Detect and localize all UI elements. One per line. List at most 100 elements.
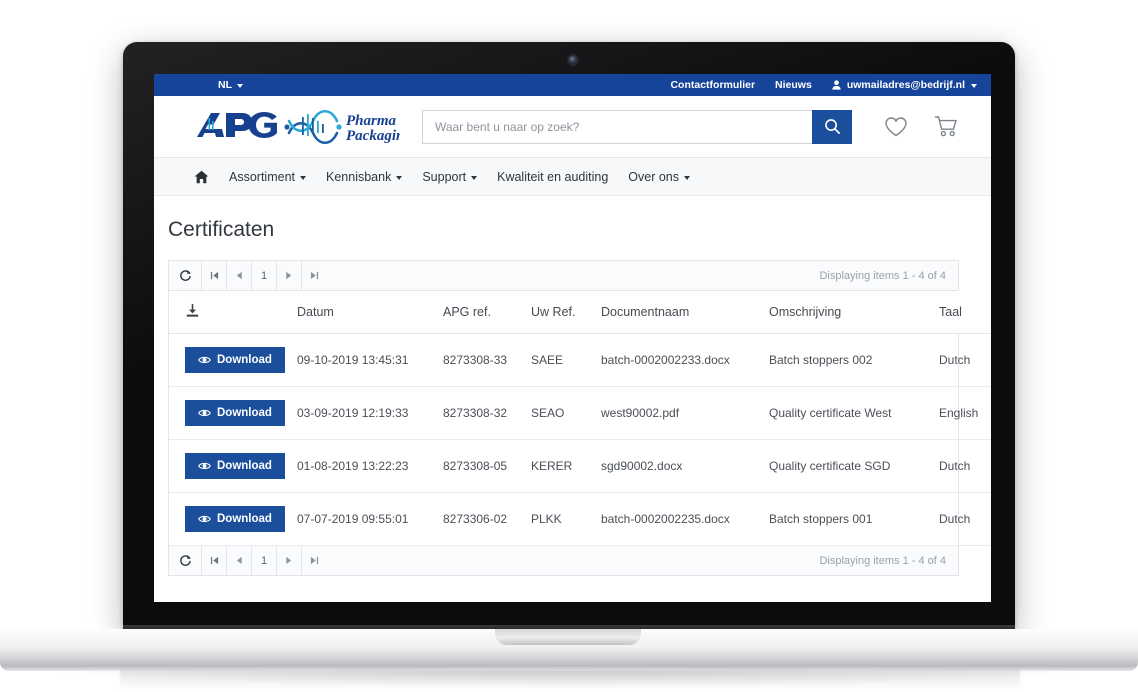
laptop-base-reflection: [120, 669, 1020, 691]
page-title: Certificaten: [168, 218, 275, 241]
nav-item-over-ons[interactable]: Over ons: [628, 169, 691, 184]
chevron-down-icon: [971, 84, 977, 88]
column-header-documentnaam[interactable]: Documentnaam: [595, 291, 763, 334]
refresh-icon: [179, 555, 191, 566]
cell-uw-ref: SAEE: [525, 333, 595, 387]
download-button[interactable]: Download: [185, 506, 285, 532]
cell-download: Download: [169, 333, 291, 387]
last-page-button[interactable]: [302, 546, 327, 576]
download-button-label: Download: [217, 407, 272, 419]
apg-logo[interactable]: Pharma Packaging: [194, 107, 400, 147]
eye-icon: [198, 461, 211, 471]
cell-datum: 03-09-2019 12:19:33: [291, 386, 437, 440]
cell-documentnaam: batch-0002002233.docx: [595, 333, 763, 387]
logo-text-pharma: Pharma: [346, 113, 397, 129]
column-header-omschrijving[interactable]: Omschrijving: [763, 291, 933, 334]
download-button[interactable]: Download: [185, 453, 285, 479]
column-header-apg-ref[interactable]: APG ref.: [437, 291, 525, 334]
search-icon: [824, 119, 840, 134]
nav-item-home[interactable]: [194, 170, 209, 184]
first-page-button[interactable]: [202, 260, 227, 291]
user-icon: [832, 80, 841, 90]
cell-download: Download: [169, 439, 291, 493]
cell-taal: Dutch: [933, 492, 991, 546]
column-header-uw-ref[interactable]: Uw Ref.: [525, 291, 595, 334]
nav-label-assortiment: Assortiment: [229, 169, 295, 184]
nav-label-kwaliteit-en-auditing: Kwaliteit en auditing: [497, 169, 609, 184]
main-navigation: Assortiment Kennisbank Support Kwaliteit…: [154, 158, 991, 196]
cell-taal: Dutch: [933, 333, 991, 387]
cell-documentnaam: batch-0002002235.docx: [595, 492, 763, 546]
search-group: Waar bent u naar op zoek?: [422, 109, 852, 144]
download-icon: [186, 303, 199, 317]
eye-icon: [198, 408, 211, 418]
download-button[interactable]: Download: [185, 347, 285, 373]
header-icon-group: [884, 115, 973, 138]
search-input[interactable]: Waar bent u naar op zoek?: [422, 109, 812, 144]
cell-download: Download: [169, 492, 291, 546]
last-page-icon: [310, 556, 319, 565]
first-page-button[interactable]: [202, 545, 227, 576]
last-page-button[interactable]: [302, 261, 327, 291]
last-page-icon: [310, 271, 319, 280]
cell-apg-ref: 8273306-02: [437, 492, 525, 546]
previous-page-icon: [236, 271, 242, 280]
eye-icon: [198, 514, 211, 524]
cell-documentnaam: sgd90002.docx: [595, 439, 763, 493]
column-header-download[interactable]: [169, 291, 291, 334]
pager-info-bottom: Displaying items 1 - 4 of 4: [819, 554, 946, 567]
table-row: Download 07-07-2019 09:55:01 8273306-02 …: [169, 492, 991, 546]
grid-pager-bottom: 1 Displaying items 1 - 4 of 4: [169, 545, 958, 576]
cell-documentnaam: west90002.pdf: [595, 386, 763, 440]
column-header-datum[interactable]: Datum: [291, 291, 437, 334]
previous-page-icon: [236, 556, 242, 565]
column-header-taal[interactable]: Taal: [933, 291, 991, 334]
dna-helix-mark: [284, 109, 342, 144]
table-body: Download 09-10-2019 13:45:31 8273308-33 …: [169, 333, 991, 546]
refresh-button[interactable]: [169, 545, 202, 576]
cell-omschrijving: Batch stoppers 002: [763, 333, 933, 387]
cart-icon: [934, 116, 957, 137]
nav-label-over-ons: Over ons: [628, 169, 680, 184]
nav-item-assortiment[interactable]: Assortiment: [229, 170, 306, 184]
cart-button[interactable]: [934, 115, 959, 138]
download-button[interactable]: Download: [185, 400, 285, 426]
page-number-1[interactable]: 1: [252, 260, 277, 291]
laptop-base-notch: [495, 629, 641, 645]
logo-text-packaging: Packaging: [346, 128, 400, 144]
account-menu[interactable]: uwmailadres@bedrijf.nl: [832, 79, 977, 91]
chevron-down-icon: [237, 84, 243, 88]
table-header-row: Datum APG ref. Uw Ref. Documentnaam Omsc…: [169, 291, 991, 334]
next-page-button[interactable]: [277, 545, 302, 576]
cell-download: Download: [169, 386, 291, 440]
topbar-link-nieuws[interactable]: Nieuws: [775, 79, 812, 91]
wishlist-button[interactable]: [884, 116, 908, 138]
page-number-1[interactable]: 1: [252, 545, 277, 576]
next-page-button[interactable]: [277, 260, 302, 291]
chevron-down-icon: [300, 175, 306, 180]
account-email: uwmailadres@bedrijf.nl: [846, 79, 965, 91]
pager-info-top: Displaying items 1 - 4 of 4: [819, 269, 946, 282]
language-selector[interactable]: NL: [218, 79, 243, 91]
chevron-down-icon: [396, 175, 403, 180]
table-row: Download 09-10-2019 13:45:31 8273308-33 …: [169, 333, 991, 387]
next-page-icon: [286, 271, 292, 280]
topbar-link-contactformulier[interactable]: Contactformulier: [670, 79, 756, 91]
refresh-button[interactable]: [169, 260, 202, 291]
nav-item-kennisbank[interactable]: Kennisbank: [326, 170, 403, 184]
nav-label-support: Support: [422, 169, 467, 184]
cell-uw-ref: PLKK: [525, 492, 595, 546]
grid-pager-top: 1 Displaying items 1 - 4 of 4: [169, 260, 958, 291]
nav-item-support[interactable]: Support: [422, 169, 478, 184]
cell-uw-ref: SEAO: [525, 386, 595, 440]
language-label: NL: [218, 79, 232, 91]
cell-datum: 01-08-2019 13:22:23: [291, 439, 437, 493]
nav-item-kwaliteit-en-auditing[interactable]: Kwaliteit en auditing: [497, 170, 608, 184]
previous-page-button[interactable]: [227, 545, 252, 576]
site-header: Pharma Packaging Waar bent u naar op zoe…: [154, 96, 991, 158]
cell-apg-ref: 8273308-33: [437, 333, 525, 387]
cell-omschrijving: Quality certificate West: [763, 386, 933, 440]
search-button[interactable]: [812, 109, 852, 144]
previous-page-button[interactable]: [227, 260, 252, 291]
